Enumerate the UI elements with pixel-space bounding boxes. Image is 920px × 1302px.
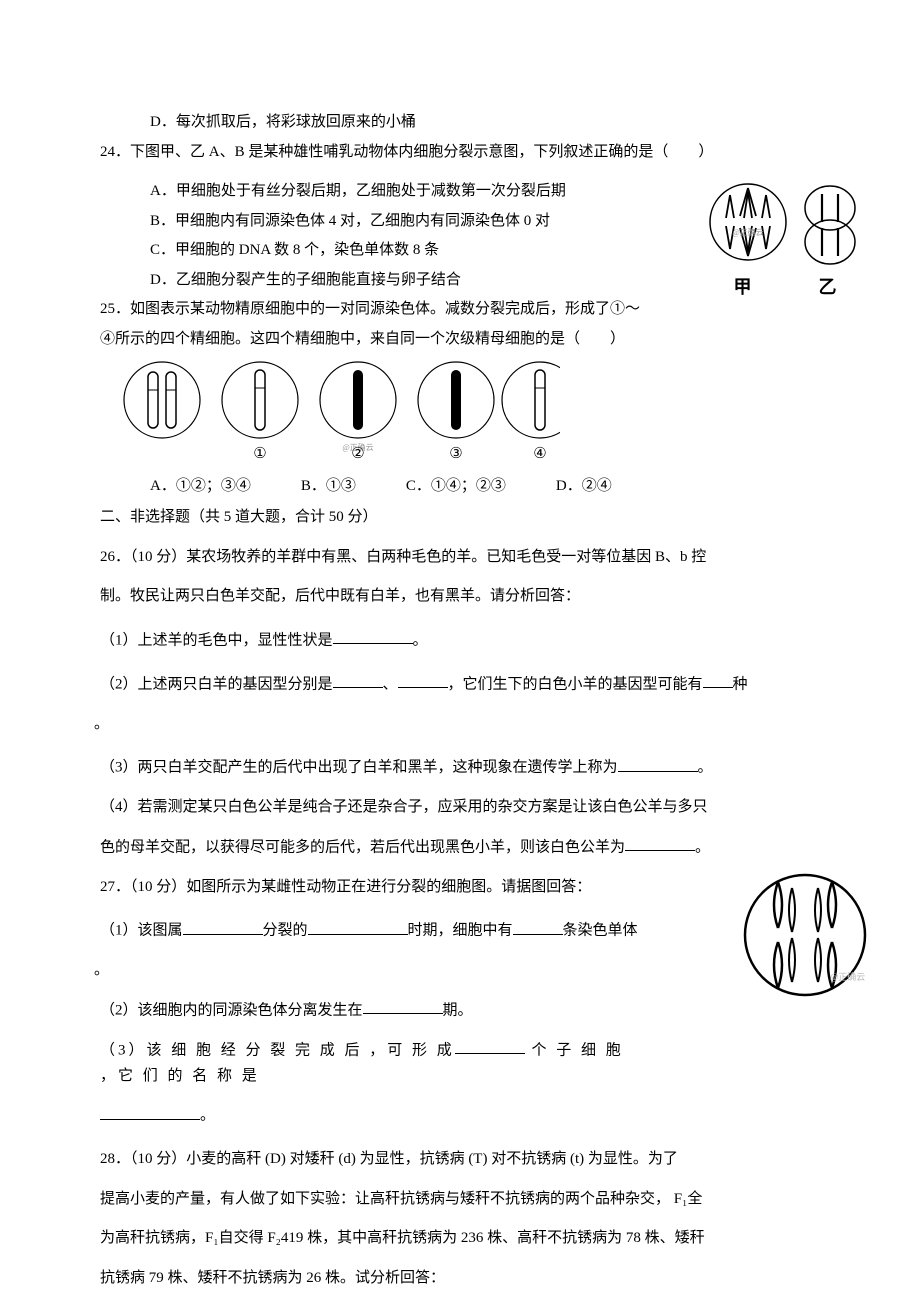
blank (513, 918, 563, 935)
q26-part4b: 色的母羊交配，以获得尽可能多的后代，若后代出现黑色小羊，则该白色公羊为 。 (100, 835, 820, 861)
q26-p4c: 。 (695, 839, 710, 855)
q23-option-d: D．每次抓取后，将彩球放回原来的小桶 (100, 110, 820, 136)
section-ii-header: 二、非选择题（共 5 道大题，合计 50 分） (100, 505, 820, 531)
q26-part4a: （4）若需测定某只白色公羊是纯合子还是杂合子，应采用的杂交方案是让该白色公羊与多… (100, 795, 820, 821)
q27-p1a: （1）该图属 (100, 923, 183, 939)
q27-p2b: 期。 (443, 1002, 473, 1018)
blank (308, 918, 408, 935)
q27-p1b: 分裂的 (263, 923, 308, 939)
q26-p1a: （1）上述羊的毛色中，显性性状是 (100, 632, 333, 648)
q25-option-d: D．②④ (556, 474, 612, 500)
q24-figure: @正确云 甲 乙 (700, 180, 870, 303)
blank (183, 918, 263, 935)
blank (398, 672, 448, 689)
q25-stem-2: ④所示的四个精细胞。这四个精细胞中，来自同一个次级精母细胞的是（ ） (100, 327, 820, 353)
q27-part3-end: 。 (100, 1103, 820, 1129)
q27-part1: （1）该图属 分裂的 时期，细胞中有 条染色单体 (100, 918, 640, 944)
q28-line4: 抗锈病 79 株、矮秆不抗锈病为 26 株。试分析回答： (100, 1266, 820, 1292)
q25-options: A．①②；③④ B．①③ C．①④；②③ D．②④ (100, 474, 820, 500)
q24-fig-label-1: 甲 (734, 272, 752, 303)
q27-part2: （2）该细胞内的同源染色体分离发生在 期。 (100, 998, 820, 1024)
q25-option-c: C．①④；②③ (406, 474, 506, 500)
q27-stem: 27．（10 分）如图所示为某雌性动物正在进行分裂的细胞图。请据图回答： (100, 875, 820, 901)
blank (703, 672, 733, 689)
blank (363, 998, 443, 1015)
q27-p2a: （2）该细胞内的同源染色体分离发生在 (100, 1002, 363, 1018)
q28-line3: 为高秆抗锈病，F₁自交得 F₂419 株，其中高秆抗锈病为 236 株、高秆不抗… (100, 1226, 820, 1252)
q25-cell-diagram: @正确云 ① ② ③ ④ (120, 360, 560, 460)
q26-p4b: 色的母羊交配，以获得尽可能多的后代，若后代出现黑色小羊，则该白色公羊为 (100, 839, 625, 855)
blank (333, 628, 413, 645)
q27-p1d: 条染色单体 (563, 923, 638, 939)
q26-part2: （2）上述两只白羊的基因型分别是 、 ，它们生下的白色小羊的基因型可能有 种 (100, 672, 820, 698)
svg-text:@正确云: @正确云 (830, 971, 865, 982)
q27-p3a: （3）该 细 胞 经 分 裂 完 成 后 ，可 形 成 (100, 1042, 455, 1058)
q26-p3a: （3）两只白羊交配产生的后代中出现了白羊和黑羊，这种现象在遗传学上称为 (100, 760, 618, 776)
q28-line2: 提高小麦的产量，有人做了如下实验：让高秆抗锈病与矮秆不抗锈病的两个品种杂交， F… (100, 1187, 820, 1213)
q24-cell-diagram: @正确云 (700, 180, 870, 270)
q25-option-b: B．①③ (301, 474, 356, 500)
q28-line1: 28．（10 分）小麦的高秆 (D) 对矮秆 (d) 为显性，抗锈病 (T) 对… (100, 1147, 820, 1173)
q27-part3: （3）该 细 胞 经 分 裂 完 成 后 ，可 形 成 个 子 细 胞 ，它 们… (100, 1038, 640, 1090)
svg-text:④: ④ (533, 446, 546, 460)
q27-cell-diagram: @正确云 (740, 870, 870, 1000)
q26-part3: （3）两只白羊交配产生的后代中出现了白羊和黑羊，这种现象在遗传学上称为 。 (100, 755, 820, 781)
blank (455, 1038, 525, 1055)
blank (625, 835, 695, 852)
q27-p1e: 。 (94, 958, 820, 984)
q24-fig-label-2: 乙 (819, 272, 837, 303)
q26-stem-2: 制。牧民让两只白色羊交配，后代中既有白羊，也有黑羊。请分析回答： (100, 584, 820, 610)
svg-text:@正确云: @正确云 (732, 227, 763, 237)
q27-p1c: 时期，细胞中有 (408, 923, 513, 939)
q26-p2a: （2）上述两只白羊的基因型分别是 (100, 676, 333, 692)
q26-p2b: 、 (383, 676, 398, 692)
q27-p3c: 。 (200, 1108, 215, 1124)
svg-text:②: ② (351, 446, 364, 460)
svg-text:①: ① (253, 446, 266, 460)
q25-figure: @正确云 ① ② ③ ④ (120, 360, 820, 470)
q26-p3b: 。 (698, 760, 713, 776)
q25-option-a: A．①②；③④ (150, 474, 251, 500)
q26-stem-1: 26．（10 分）某农场牧养的羊群中有黑、白两种毛色的羊。已知毛色受一对等位基因… (100, 545, 820, 571)
q27-figure: @正确云 (740, 870, 870, 1010)
q26-p2e: 。 (94, 712, 820, 738)
q26-p2c: ，它们生下的白色小羊的基因型可能有 (448, 676, 703, 692)
q26-p2d: 种 (733, 676, 748, 692)
q26-p1b: 。 (413, 632, 428, 648)
blank (333, 672, 383, 689)
svg-text:③: ③ (449, 446, 462, 460)
q26-part1: （1）上述羊的毛色中，显性性状是 。 (100, 628, 820, 654)
blank (618, 755, 698, 772)
q24-stem: 24．下图甲、乙 A、B 是某种雄性哺乳动物体内细胞分裂示意图，下列叙述正确的是… (100, 140, 820, 166)
blank (100, 1103, 200, 1120)
